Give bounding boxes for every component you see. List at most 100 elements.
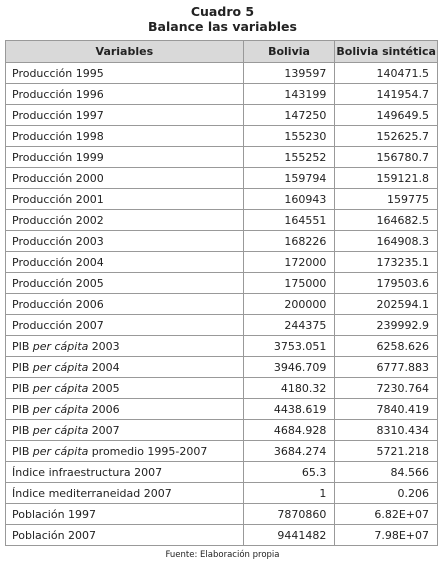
- label-text: Producción 1996: [12, 87, 104, 101]
- value-cell: 173235.1: [334, 251, 438, 273]
- value-cell: 5721.218: [334, 440, 438, 462]
- column-header: Variables: [5, 40, 244, 63]
- label-text: Producción 2003: [12, 234, 104, 248]
- label-text: Producción 2004: [12, 255, 104, 269]
- table-row: Índice infraestructura 2007 65.3 84.566: [5, 461, 438, 483]
- table-row: Población 2007 9441482 7.98E+07: [5, 524, 438, 546]
- label-text: PIB: [12, 339, 30, 353]
- label-text: 2003: [91, 339, 120, 353]
- subtitle: Balance las variables: [148, 19, 297, 34]
- label-cell: PIB per cápita 2005: [5, 377, 244, 399]
- value-cell: 159775: [334, 188, 438, 210]
- label-text: Producción 2000: [12, 171, 104, 185]
- label-text: Producción 2007: [12, 318, 104, 332]
- label-text: Producción 2002: [12, 213, 104, 227]
- table-row: Producción 2006 200000 202594.1: [5, 293, 438, 315]
- value-cell: 9441482: [242, 524, 336, 546]
- value-cell: 168226: [242, 230, 336, 252]
- table-row: PIB per cápita promedio 1995-2007 3684.274 5…: [5, 440, 438, 462]
- label-text: PIB: [12, 381, 30, 395]
- table-body: Producción 1995 139597 140471.5 Producción …: [5, 62, 438, 546]
- table-row: Producción 2005 175000 179503.6: [5, 272, 438, 294]
- label-cell: Índice infraestructura 2007: [5, 461, 244, 483]
- label-cell: PIB per cápita 2006: [5, 398, 244, 420]
- value-cell: 155230: [242, 125, 336, 147]
- header-row: Variables Bolivia Bolivia sintética: [5, 40, 438, 63]
- label-cell: Producción 1995: [5, 62, 244, 84]
- label-text: per cápita: [32, 381, 89, 395]
- value-cell: 0.206: [334, 482, 438, 504]
- label-cell: Producción 2003: [5, 230, 244, 252]
- value-cell: 7.98E+07: [334, 524, 438, 546]
- label-text: 2005: [91, 381, 120, 395]
- label-cell: PIB per cápita 2004: [5, 356, 244, 378]
- label-text: promedio 1995-2007: [91, 444, 208, 458]
- value-cell: 6.82E+07: [334, 503, 438, 525]
- value-cell: 156780.7: [334, 146, 438, 168]
- label-cell: Población 1997: [5, 503, 244, 525]
- label-text: Producción 1998: [12, 129, 104, 143]
- value-cell: 239992.9: [334, 314, 438, 336]
- value-cell: 147250: [242, 104, 336, 126]
- table-row: PIB per cápita 2007 4684.928 8310.434: [5, 419, 438, 441]
- label-cell: Producción 1996: [5, 83, 244, 105]
- label-text: Índice mediterraneidad 2007: [12, 486, 172, 500]
- table-row: PIB per cápita 2004 3946.709 6777.883: [5, 356, 438, 378]
- table-row: Producción 2001 160943 159775: [5, 188, 438, 210]
- table-row: PIB per cápita 2003 3753.051 6258.626: [5, 335, 438, 357]
- table-row: Producción 2007 244375 239992.9: [5, 314, 438, 336]
- label-cell: Producción 1997: [5, 104, 244, 126]
- title: Cuadro 5: [190, 4, 255, 19]
- value-cell: 139597: [242, 62, 336, 84]
- table-row: Producción 2002 164551 164682.5: [5, 209, 438, 231]
- label-text: per cápita: [32, 423, 89, 437]
- column-header: Bolivia sintética: [334, 40, 438, 63]
- label-text: 2007: [91, 423, 120, 437]
- label-text: 2006: [91, 402, 120, 416]
- label-text: per cápita: [32, 444, 89, 458]
- value-cell: 164551: [242, 209, 336, 231]
- label-text: Población 2007: [12, 528, 97, 542]
- label-cell: Producción 2007: [5, 314, 244, 336]
- label-text: Producción 2006: [12, 297, 104, 311]
- label-text: PIB: [12, 360, 30, 374]
- table-row: Producción 1997 147250 149649.5: [5, 104, 438, 126]
- label-cell: Producción 2000: [5, 167, 244, 189]
- label-text: PIB: [12, 402, 30, 416]
- value-cell: 7230.764: [334, 377, 438, 399]
- value-cell: 141954.7: [334, 83, 438, 105]
- label-text: per cápita: [32, 339, 89, 353]
- table-head: Variables Bolivia Bolivia sintética: [5, 40, 438, 63]
- label-cell: PIB per cápita promedio 1995-2007: [5, 440, 244, 462]
- value-cell: 4438.619: [242, 398, 336, 420]
- value-cell: 3684.274: [242, 440, 336, 462]
- label-text: 2004: [91, 360, 120, 374]
- value-cell: 65.3: [242, 461, 336, 483]
- label-cell: Producción 2005: [5, 272, 244, 294]
- value-cell: 179503.6: [334, 272, 438, 294]
- label-text: Población 1997: [12, 507, 97, 521]
- value-cell: 155252: [242, 146, 336, 168]
- table: Variables Bolivia Bolivia sintética Prod…: [5, 40, 438, 546]
- value-cell: 6777.883: [334, 356, 438, 378]
- label-text: Producción 2001: [12, 192, 104, 206]
- table-row: Producción 1999 155252 156780.7: [5, 146, 438, 168]
- label-cell: Población 2007: [5, 524, 244, 546]
- value-cell: 7870860: [242, 503, 336, 525]
- value-cell: 3946.709: [242, 356, 336, 378]
- table-row: Producción 2000 159794 159121.8: [5, 167, 438, 189]
- table-row: Población 1997 7870860 6.82E+07: [5, 503, 438, 525]
- label-text: Índice infraestructura 2007: [12, 465, 163, 479]
- label-cell: Producción 1998: [5, 125, 244, 147]
- value-cell: 1: [242, 482, 336, 504]
- label-cell: Producción 2001: [5, 188, 244, 210]
- table-row: Producción 1995 139597 140471.5: [5, 62, 438, 84]
- value-cell: 84.566: [334, 461, 438, 483]
- value-cell: 152625.7: [334, 125, 438, 147]
- value-cell: 172000: [242, 251, 336, 273]
- table-row: PIB per cápita 2006 4438.619 7840.419: [5, 398, 438, 420]
- label-text: Producción 1999: [12, 150, 104, 164]
- value-cell: 202594.1: [334, 293, 438, 315]
- value-cell: 4684.928: [242, 419, 336, 441]
